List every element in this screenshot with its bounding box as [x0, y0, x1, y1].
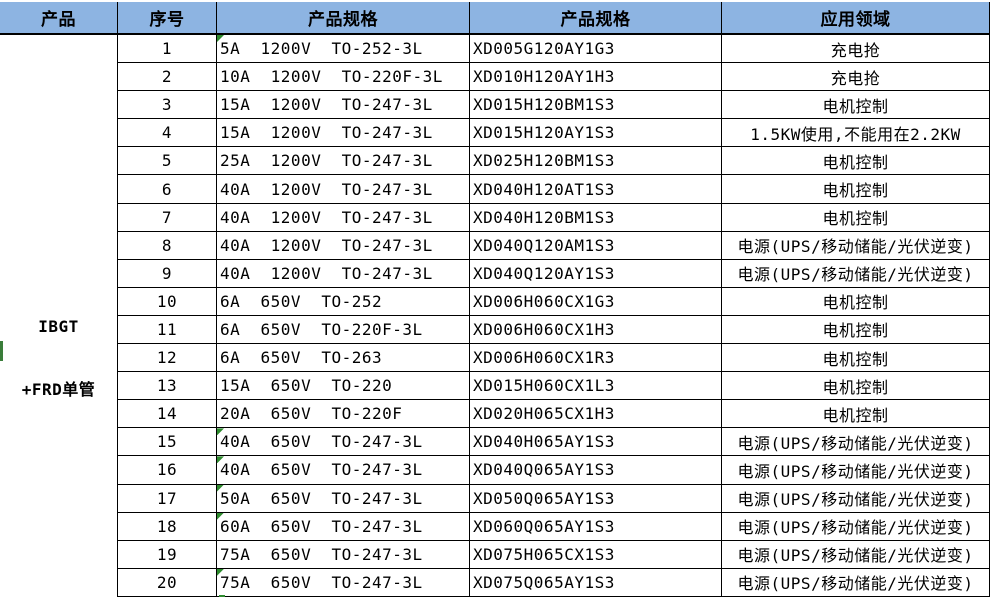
cell-part-number[interactable]: XD015H120BM1S3 — [470, 91, 722, 120]
cell-serial[interactable]: 3 — [118, 91, 217, 120]
partial-row-flag-icon — [219, 595, 225, 597]
cell-part-number[interactable]: XD020H065CX1H3 — [470, 400, 722, 429]
cell-spec[interactable]: 15A 650V TO-220 — [217, 372, 470, 401]
header-product-spec-2[interactable]: 产品规格 — [470, 2, 722, 35]
cell-application[interactable]: 电源(UPS/移动储能/光伏逆变) — [722, 231, 990, 260]
cell-serial[interactable]: 20 — [118, 568, 217, 597]
cell-spec[interactable]: 75A 650V TO-247-3L — [217, 568, 470, 597]
error-flag-icon — [217, 35, 224, 42]
cell-spec[interactable]: 40A 1200V TO-247-3L — [217, 259, 470, 288]
edge-marker — [0, 341, 3, 361]
cell-spec[interactable]: 15A 1200V TO-247-3L — [217, 119, 470, 148]
cell-serial[interactable]: 4 — [118, 119, 217, 148]
cell-application[interactable]: 电源(UPS/移动储能/光伏逆变) — [722, 428, 990, 457]
header-serial-number[interactable]: 序号 — [118, 2, 217, 35]
cell-application[interactable]: 电源(UPS/移动储能/光伏逆变) — [722, 512, 990, 541]
cell-part-number[interactable]: XD015H120AY1S3 — [470, 119, 722, 148]
error-flag-icon — [217, 568, 224, 576]
cell-serial[interactable]: 10 — [118, 287, 217, 316]
cell-serial[interactable]: 6 — [118, 175, 217, 204]
cell-application[interactable]: 电源(UPS/移动储能/光伏逆变) — [722, 540, 990, 569]
cell-part-number[interactable]: XD005G120AY1G3 — [470, 35, 722, 64]
cell-application[interactable]: 电机控制 — [722, 175, 990, 204]
cell-spec[interactable]: 60A 650V TO-247-3L — [217, 512, 470, 541]
cell-serial[interactable]: 18 — [118, 512, 217, 541]
cell-application[interactable]: 电源(UPS/移动储能/光伏逆变) — [722, 484, 990, 513]
cell-spec[interactable]: 6A 650V TO-252 — [217, 287, 470, 316]
cell-application[interactable]: 电机控制 — [722, 344, 990, 373]
cell-application[interactable]: 电源(UPS/移动储能/光伏逆变) — [722, 568, 990, 597]
cell-part-number[interactable]: XD006H060CX1H3 — [470, 315, 722, 345]
cell-application[interactable]: 充电抢 — [722, 35, 990, 64]
cell-serial[interactable]: 1 — [118, 35, 217, 64]
cell-serial[interactable]: 12 — [118, 344, 217, 373]
cell-application[interactable]: 电机控制 — [722, 203, 990, 232]
cell-spec[interactable]: 40A 650V TO-247-3L — [217, 428, 470, 457]
header-product-spec-1[interactable]: 产品规格 — [217, 2, 470, 35]
cell-spec[interactable]: 25A 1200V TO-247-3L — [217, 147, 470, 176]
cell-part-number[interactable]: XD075Q065AY1S3 — [470, 568, 722, 597]
error-flag-icon — [217, 428, 224, 436]
cell-application[interactable]: 电机控制 — [722, 400, 990, 429]
error-flag-icon — [217, 512, 224, 520]
cell-serial[interactable]: 19 — [118, 540, 217, 569]
product-group-cell[interactable]: IBGT +FRD单管 — [0, 35, 118, 597]
cell-application[interactable]: 充电抢 — [722, 63, 990, 92]
cell-part-number[interactable]: XD015H060CX1L3 — [470, 372, 722, 401]
cell-serial[interactable]: 13 — [118, 372, 217, 401]
cell-serial[interactable]: 14 — [118, 400, 217, 429]
cell-serial[interactable]: 16 — [118, 456, 217, 485]
cell-application[interactable]: 1.5KW使用,不能用在2.2KW — [722, 119, 990, 148]
cell-application[interactable]: 电源(UPS/移动储能/光伏逆变) — [722, 456, 990, 485]
product-group-line2: +FRD单管 — [21, 379, 96, 399]
product-group-line1: IBGT — [38, 316, 79, 336]
product-group-label: IBGT +FRD单管 — [18, 274, 99, 442]
cell-serial[interactable]: 17 — [118, 484, 217, 513]
error-flag-icon — [217, 456, 224, 464]
cell-part-number[interactable]: XD040H065AY1S3 — [470, 428, 722, 457]
cell-part-number[interactable]: XD010H120AY1H3 — [470, 63, 722, 92]
cell-serial[interactable]: 5 — [118, 147, 217, 176]
cell-part-number[interactable]: XD006H060CX1G3 — [470, 287, 722, 316]
cell-part-number[interactable]: XD050Q065AY1S3 — [470, 484, 722, 513]
cell-part-number[interactable]: XD040Q120AM1S3 — [470, 231, 722, 260]
cell-part-number[interactable]: XD006H060CX1R3 — [470, 344, 722, 373]
cell-serial[interactable]: 8 — [118, 231, 217, 260]
cell-spec[interactable]: 6A 650V TO-220F-3L — [217, 315, 470, 345]
cell-serial[interactable]: 2 — [118, 63, 217, 92]
cell-application[interactable]: 电机控制 — [722, 147, 990, 176]
cell-spec[interactable]: 10A 1200V TO-220F-3L — [217, 63, 470, 92]
header-application-field[interactable]: 应用领域 — [722, 2, 990, 35]
cell-spec[interactable]: 40A 650V TO-247-3L — [217, 456, 470, 485]
cell-application[interactable]: 电机控制 — [722, 91, 990, 120]
cell-serial[interactable]: 15 — [118, 428, 217, 457]
cell-serial[interactable]: 11 — [118, 315, 217, 345]
cell-serial[interactable]: 7 — [118, 203, 217, 232]
cell-part-number[interactable]: XD060Q065AY1S3 — [470, 512, 722, 541]
cell-part-number[interactable]: XD040Q065AY1S3 — [470, 456, 722, 485]
error-flag-icon — [217, 484, 224, 492]
cell-spec[interactable]: 6A 650V TO-263 — [217, 344, 470, 373]
cell-spec[interactable]: 50A 650V TO-247-3L — [217, 484, 470, 513]
cell-part-number[interactable]: XD075H065CX1S3 — [470, 540, 722, 569]
cell-spec[interactable]: 75A 650V TO-247-3L — [217, 540, 470, 569]
cell-application[interactable]: 电源(UPS/移动储能/光伏逆变) — [722, 259, 990, 288]
cell-spec[interactable]: 40A 1200V TO-247-3L — [217, 231, 470, 260]
cell-part-number[interactable]: XD040H120AT1S3 — [470, 175, 722, 204]
cell-spec[interactable]: 20A 650V TO-220F — [217, 400, 470, 429]
cell-spec[interactable]: 40A 1200V TO-247-3L — [217, 203, 470, 232]
cell-spec[interactable]: 15A 1200V TO-247-3L — [217, 91, 470, 120]
cell-serial[interactable]: 9 — [118, 259, 217, 288]
cell-application[interactable]: 电机控制 — [722, 287, 990, 316]
cell-part-number[interactable]: XD040H120BM1S3 — [470, 203, 722, 232]
cell-spec[interactable]: 5A 1200V TO-252-3L — [217, 35, 470, 64]
cell-spec[interactable]: 40A 1200V TO-247-3L — [217, 175, 470, 204]
cell-application[interactable]: 电机控制 — [722, 372, 990, 401]
cell-application[interactable]: 电机控制 — [722, 315, 990, 345]
cell-part-number[interactable]: XD025H120BM1S3 — [470, 147, 722, 176]
header-product[interactable]: 产品 — [0, 2, 118, 35]
cell-part-number[interactable]: XD040Q120AY1S3 — [470, 259, 722, 288]
